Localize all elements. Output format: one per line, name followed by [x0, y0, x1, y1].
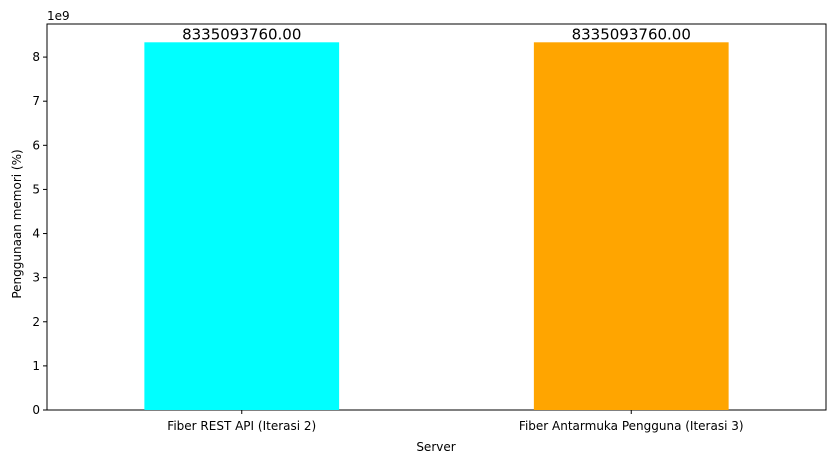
bars [144, 42, 729, 411]
y-tick-label-0: 0 [32, 403, 40, 417]
y-axis-label: Penggunaan memori (%) [10, 149, 24, 298]
y-tick-label-6: 6 [32, 138, 40, 152]
x-tick-label-2: Fiber Antarmuka Pengguna (Iterasi 3) [519, 419, 744, 433]
y-tick-label-2: 2 [32, 315, 40, 329]
x-axis-ticks: Fiber REST API (Iterasi 2) Fiber Antarmuk… [167, 410, 744, 433]
bar-2 [533, 42, 729, 411]
y-tick-label-5: 5 [32, 182, 40, 196]
y-tick-label-7: 7 [32, 94, 40, 108]
y-tick-label-3: 3 [32, 271, 40, 285]
data-labels: 8335093760.00 8335093760.00 [182, 25, 691, 43]
y-axis-ticks: 0 1 2 3 4 5 6 7 8 [32, 50, 47, 417]
y-tick-label-1: 1 [32, 359, 40, 373]
plot-frame [46, 23, 827, 411]
x-axis-label: Server [416, 440, 455, 454]
data-label-2: 8335093760.00 [572, 25, 691, 43]
data-label-1: 8335093760.00 [182, 25, 301, 43]
y-axis-offset-label: 1e9 [47, 9, 70, 23]
x-tick-label-1: Fiber REST API (Iterasi 2) [167, 419, 316, 433]
y-tick-label-8: 8 [32, 50, 40, 64]
bar-1 [144, 42, 340, 411]
y-tick-label-4: 4 [32, 227, 40, 241]
plot-area [46, 23, 827, 411]
